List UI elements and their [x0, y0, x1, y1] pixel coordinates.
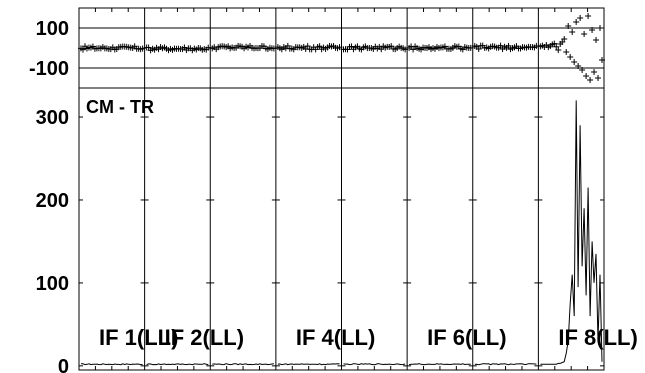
phase-series-if2: [143, 44, 212, 54]
if-label-1: IF 1(LL): [99, 325, 178, 350]
if-label-6: IF 6(LL): [427, 325, 506, 350]
amplitude-y-tick-label: 300: [36, 107, 69, 129]
phase-series-if7: [471, 42, 540, 53]
if-label-8: IF 8(LL): [558, 325, 637, 350]
phase-series-if5: [340, 43, 409, 53]
phase-series-if8: [537, 13, 605, 83]
phase-series-if6: [406, 43, 474, 53]
phase-series-if3: [209, 42, 277, 53]
amplitude-series-if1: [81, 363, 143, 366]
amplitude-y-tick-label: 200: [36, 190, 69, 212]
phase-y-tick-label: 100: [36, 18, 69, 40]
amplitude-series-if8: [540, 100, 603, 365]
amplitude-series-if3: [212, 363, 274, 366]
amplitude-series-if5: [343, 363, 406, 366]
phase-y-tick-label: -100: [29, 58, 69, 80]
phase-series-if1: [78, 43, 146, 53]
amplitude-series-if7: [474, 363, 537, 366]
amplitude-series-if6: [409, 363, 471, 366]
if-label-2: IF 2(LL): [165, 325, 244, 350]
amplitude-series-if4: [277, 363, 340, 366]
amplitude-y-tick-label: 100: [36, 273, 69, 295]
if-label-4: IF 4(LL): [296, 325, 375, 350]
amplitude-series-if2: [146, 363, 209, 366]
phase-series-if4: [274, 42, 343, 53]
amplitude-y-tick-label: 0: [58, 356, 69, 373]
chart-title: CM - TR: [86, 97, 154, 117]
